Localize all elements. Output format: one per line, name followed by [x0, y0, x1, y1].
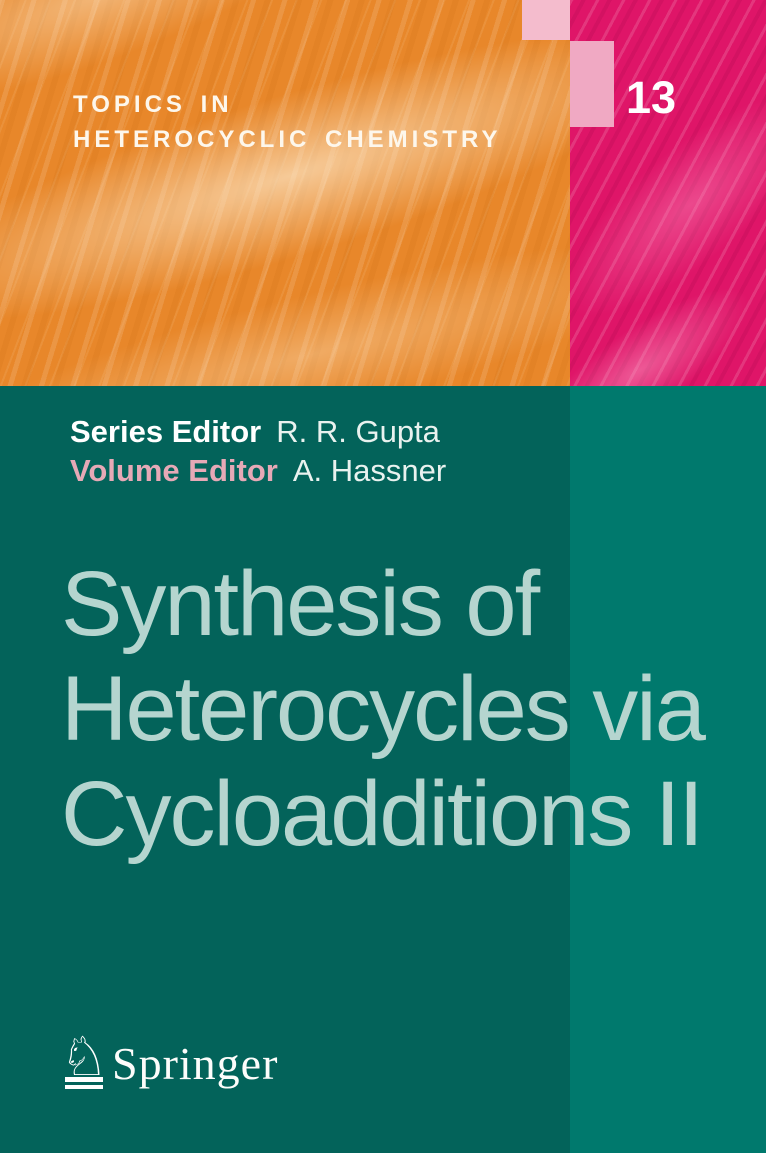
publisher-name: Springer	[112, 1038, 279, 1089]
orange-texture-panel: TOPICS IN HETEROCYCLIC CHEMISTRY	[0, 0, 570, 386]
logo-underline-bottom	[65, 1085, 103, 1089]
series-title: TOPICS IN HETEROCYCLIC CHEMISTRY	[73, 87, 501, 157]
magenta-highlight-sweep	[570, 262, 766, 386]
book-title: Synthesis of Heterocycles via Cycloaddit…	[61, 552, 706, 867]
volume-editor-name: A. Hassner	[292, 453, 447, 488]
decor-square-bottom	[570, 41, 614, 127]
volume-editor-row: Volume Editor A. Hassner	[70, 451, 446, 490]
orange-highlight-sweep	[0, 202, 570, 386]
springer-horse-icon: ♘	[60, 1025, 109, 1088]
series-editor-label: Series Editor	[70, 414, 262, 449]
series-editor-name: R. R. Gupta	[276, 414, 440, 449]
title-line3: Cycloadditions II	[61, 763, 704, 865]
title-line2: Heterocycles via	[61, 658, 706, 760]
volume-editor-label: Volume Editor	[70, 453, 278, 488]
series-title-line1: TOPICS IN	[73, 91, 233, 118]
decor-square-top	[522, 0, 570, 40]
logo-underline-top	[65, 1077, 103, 1082]
series-title-line2: HETEROCYCLIC CHEMISTRY	[73, 126, 502, 153]
title-line1: Synthesis of	[61, 553, 540, 655]
volume-number: 13	[626, 72, 677, 123]
orange-highlight-sweep	[0, 0, 570, 376]
editors-block: Series Editor R. R. Gupta Volume Editor A.…	[70, 412, 446, 490]
teal-side-column	[570, 386, 766, 1153]
series-editor-row: Series Editor R. R. Gupta	[70, 412, 446, 451]
